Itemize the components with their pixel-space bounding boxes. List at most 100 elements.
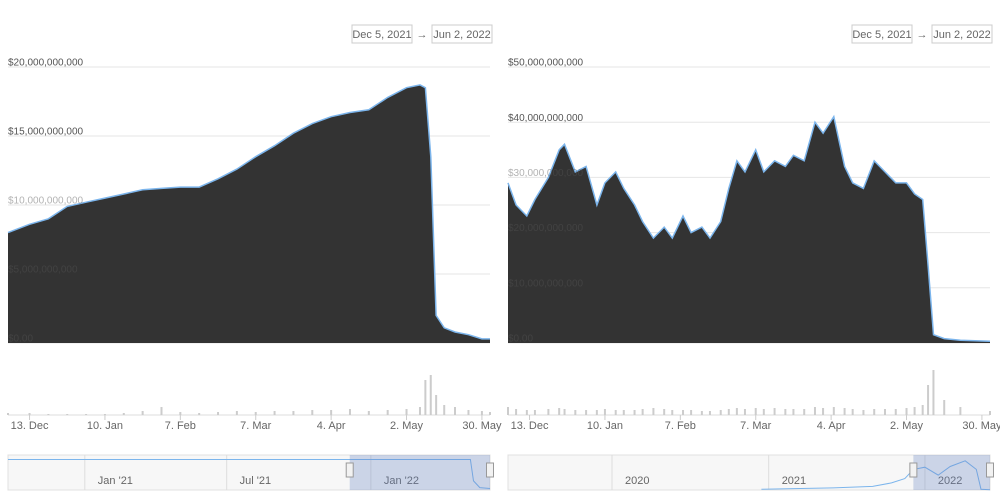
y-tick-label: $5,000,000,000 (8, 265, 78, 276)
navigator-line (8, 459, 491, 489)
volume-bar (813, 407, 816, 415)
volume-bar (47, 414, 50, 415)
volume-bar (743, 409, 746, 415)
y-tick-label: $20,000,000,000 (8, 58, 84, 69)
range-separator: → (417, 29, 428, 41)
volume-bar (652, 408, 655, 415)
volume-bar (989, 411, 991, 415)
navigator-handle[interactable] (909, 462, 918, 478)
x-tick-label: 7. Feb (665, 420, 696, 432)
range-start-box[interactable] (351, 24, 413, 44)
volume-bar (563, 409, 566, 415)
chart-panel: Dec 5, 2021 → Jun 2, 2022 $0.00 $10,000,000,… (507, 24, 1000, 491)
x-tick-label: 7. Mar (240, 420, 272, 432)
volume-bar (873, 409, 876, 415)
volume-bar (424, 380, 427, 415)
volume-bar (913, 407, 916, 415)
volume-bar (843, 408, 846, 415)
volume-bar (453, 407, 456, 415)
volume-bar (85, 414, 88, 415)
y-tick-label: $40,000,000,000 (508, 113, 584, 124)
x-tick-label: 13. Dec (11, 420, 49, 432)
volume-bar (273, 411, 276, 415)
volume-bar (883, 409, 886, 415)
volume-bar (405, 409, 408, 415)
volume-bar (932, 370, 935, 415)
volume-bar (832, 407, 835, 415)
volume-bar (179, 412, 182, 415)
volume-bar (773, 408, 776, 415)
area-fill (8, 84, 490, 344)
volume-bar (217, 412, 220, 415)
volume-bar (489, 412, 491, 415)
navigator-handle[interactable] (345, 462, 354, 478)
volume-bar (547, 409, 550, 415)
y-tick-label: $10,000,000,000 (8, 196, 84, 207)
volume-bar (690, 410, 693, 415)
range-end-box[interactable] (431, 24, 493, 44)
volume-bar (595, 410, 598, 415)
navigator-selection[interactable] (913, 455, 990, 490)
y-tick-label: $0.00 (8, 334, 33, 345)
x-tick-label: 7. Mar (740, 420, 772, 432)
volume-bar (525, 410, 528, 415)
volume-bar (533, 410, 536, 415)
volume-bar (574, 410, 577, 415)
navigator-handle[interactable] (986, 462, 994, 478)
volume-bar (641, 409, 644, 415)
volume-bar (762, 409, 765, 415)
navigator-selection[interactable] (349, 455, 490, 490)
chart-panel: Dec 5, 2021 → Jun 2, 2022 $0.00 $5,000,000,0… (7, 24, 502, 491)
volume-bar (66, 414, 69, 415)
volume-bar (663, 409, 666, 415)
range-end-box[interactable] (931, 24, 993, 44)
range-end[interactable]: Jun 2, 2022 (433, 29, 491, 41)
volume-bar (585, 410, 588, 415)
navigator-label: 2022 (938, 475, 962, 487)
volume-bar (851, 409, 854, 415)
volume-bar (719, 410, 722, 415)
volume-bar (198, 413, 201, 415)
y-tick-label: $20,000,000,000 (508, 223, 584, 234)
volume-bar (160, 407, 163, 415)
volume-bar (822, 408, 825, 415)
range-start-box[interactable] (851, 24, 913, 44)
navigator-label: 2021 (782, 475, 806, 487)
volume-bar (754, 408, 757, 415)
x-tick-label: 4. Apr (817, 420, 846, 432)
range-end[interactable]: Jun 2, 2022 (933, 29, 991, 41)
volume-bar (418, 407, 421, 415)
range-start[interactable]: Dec 5, 2021 (352, 29, 411, 41)
range-start[interactable]: Dec 5, 2021 (852, 29, 911, 41)
navigator-handle[interactable] (486, 462, 494, 478)
volume-bar (735, 408, 738, 415)
volume-bar (614, 410, 617, 415)
volume-bar (792, 409, 795, 415)
volume-bar (633, 410, 636, 415)
navigator-label: Jul '21 (240, 475, 271, 487)
volume-bar (254, 412, 257, 415)
navigator-label: Jan '22 (384, 475, 419, 487)
navigator-line (761, 460, 991, 491)
area-line (7, 84, 490, 340)
navigator-label: Jan '21 (98, 475, 133, 487)
volume-bar (803, 409, 806, 415)
volume-bar (708, 411, 711, 415)
y-tick-label: $50,000,000,000 (508, 58, 584, 69)
volume-bar (480, 411, 483, 415)
x-tick-label: 7. Feb (165, 420, 196, 432)
volume-bar (122, 413, 125, 415)
x-tick-label: 10. Jan (87, 420, 123, 432)
volume-bar (959, 407, 962, 415)
x-tick-label: 2. May (890, 420, 924, 432)
area-line (507, 114, 991, 343)
x-tick-label: 10. Jan (587, 420, 623, 432)
volume-bar (435, 395, 438, 415)
volume-bar (367, 411, 370, 415)
volume-bar (292, 411, 295, 415)
volume-bar (103, 414, 106, 415)
volume-bar (700, 411, 703, 415)
x-tick-label: 2. May (390, 420, 424, 432)
